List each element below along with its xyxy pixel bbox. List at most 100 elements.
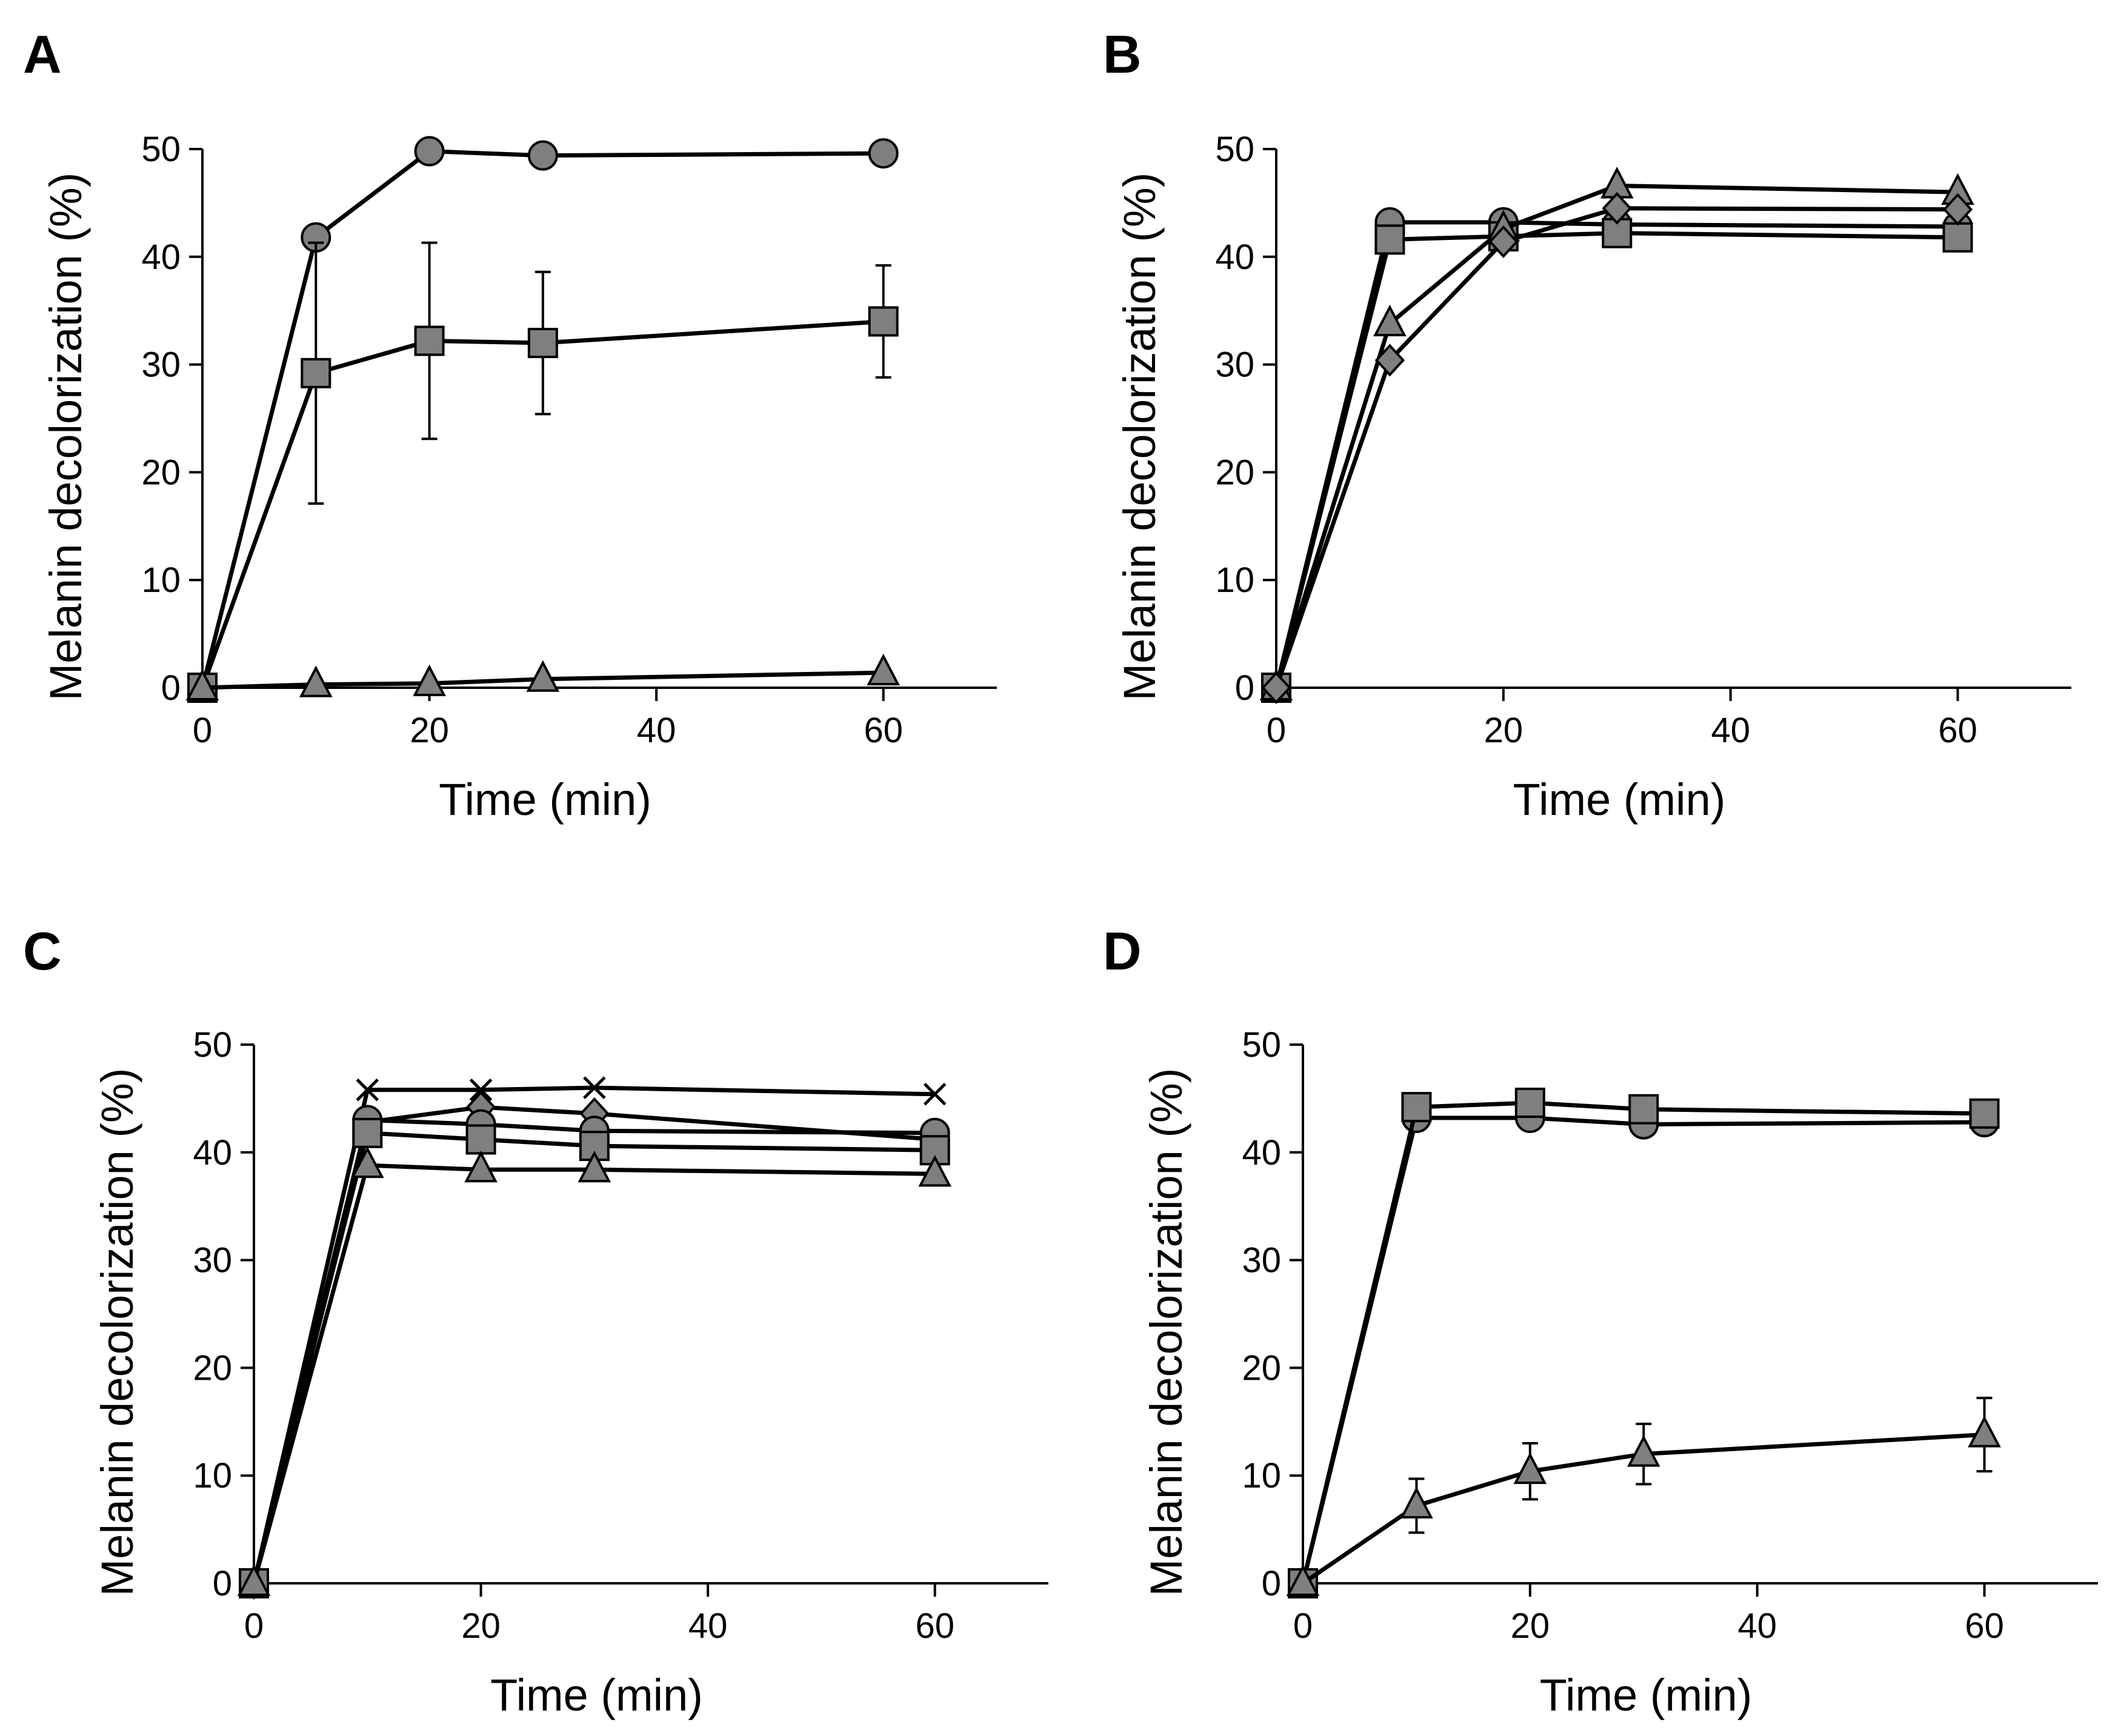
data-point-diamond (1942, 193, 1973, 226)
series-triangle (185, 653, 901, 700)
y-tick-label: 30 (1242, 1241, 1281, 1280)
series-square (187, 241, 899, 703)
y-tick-label: 50 (141, 130, 181, 169)
data-point-triangle (578, 1150, 611, 1183)
y-tick-label: 40 (193, 1133, 232, 1172)
series-circle (1261, 207, 1973, 703)
y-tick-label: 0 (1262, 1564, 1281, 1603)
y-tick-label: 20 (141, 453, 181, 492)
x-tick-label: 60 (915, 1606, 954, 1646)
x-tick-label: 20 (1484, 711, 1523, 750)
x-tick-label: 40 (1711, 711, 1750, 750)
data-point-cross (356, 1078, 379, 1102)
y-tick-label: 40 (1242, 1133, 1281, 1172)
data-point-square (579, 1131, 610, 1162)
data-point-triangle (1400, 1486, 1433, 1518)
series-line (1274, 231, 1958, 688)
x-tick-label: 60 (1965, 1606, 2004, 1646)
data-point-triangle (867, 653, 901, 686)
y-tick-label: 50 (1215, 130, 1254, 169)
x-tick-label: 0 (1293, 1606, 1313, 1646)
y-axis-title: Melanin decolorization (%) (1141, 1068, 1191, 1597)
y-axis-title: Melanin decolorization (%) (1114, 173, 1165, 701)
x-axis-title: Time (min) (1513, 774, 1726, 825)
chart-panel-c: C 0 10 20 30 40 50 0 20 40 60 Time (min) Melanin dec… (23, 921, 1048, 1720)
data-point-square (414, 325, 445, 356)
data-point-diamond (1488, 225, 1519, 258)
panel-letter: B (1103, 24, 1142, 84)
x-tick-label: 0 (193, 711, 212, 750)
data-point-triangle (237, 1564, 271, 1596)
data-point-cross (469, 1078, 493, 1102)
data-point-circle (414, 136, 445, 167)
data-point-square (1942, 222, 1973, 253)
y-axis-title: Melanin decolorization (%) (41, 173, 91, 701)
y-tick-label: 30 (193, 1241, 232, 1280)
y-tick-label: 10 (1242, 1456, 1281, 1495)
data-point-triangle (350, 1146, 384, 1179)
x-axis-title: Time (min) (490, 1670, 703, 1720)
data-point-triangle (1286, 1564, 1320, 1596)
y-tick-label: 0 (161, 668, 181, 708)
x-tick-label: 60 (1938, 711, 1977, 750)
series-triangle (237, 1146, 952, 1596)
y-tick-label: 20 (1215, 453, 1254, 492)
data-point-cross (923, 1083, 947, 1106)
y-tick-label: 50 (193, 1025, 232, 1065)
y-tick-label: 10 (1215, 560, 1254, 600)
data-point-diamond (1374, 344, 1405, 377)
x-tick-label: 40 (1737, 1606, 1777, 1646)
series-line (251, 1117, 935, 1584)
data-point-circle (527, 140, 558, 171)
data-point-triangle (299, 665, 333, 697)
x-tick-label: 20 (410, 711, 449, 750)
y-tick-label: 20 (1242, 1348, 1281, 1388)
x-tick-label: 0 (244, 1606, 264, 1646)
chart-panel-d: D 0 10 20 30 40 50 0 20 40 60 Time (min) Melanin dec… (1103, 921, 2098, 1720)
y-tick-label: 50 (1242, 1025, 1281, 1065)
series-diamond (1261, 191, 1973, 704)
y-tick-label: 0 (1235, 668, 1254, 708)
data-point-triangle (1627, 1435, 1660, 1467)
data-point-square (1969, 1098, 2000, 1129)
x-tick-label: 40 (688, 1606, 728, 1646)
y-tick-label: 30 (1215, 345, 1254, 385)
data-point-square (1514, 1088, 1545, 1119)
panel-letter: D (1103, 921, 1142, 981)
series-triangle (1259, 167, 1974, 700)
y-tick-label: 30 (141, 345, 181, 385)
series-line (251, 1163, 935, 1584)
series-triangle (1286, 1397, 2001, 1596)
y-tick-label: 40 (141, 238, 181, 277)
x-tick-label: 40 (637, 711, 676, 750)
data-point-triangle (918, 1155, 952, 1187)
x-tick-label: 20 (1511, 1606, 1550, 1646)
chart-panel-a: A 0 10 20 30 40 50 0 20 40 60 Time (min) Melanin dec… (23, 24, 997, 825)
data-point-triangle (1513, 1452, 1547, 1485)
y-tick-label: 40 (1215, 238, 1254, 277)
x-axis-title: Time (min) (439, 774, 651, 825)
data-point-triangle (185, 668, 219, 700)
y-tick-label: 0 (213, 1564, 232, 1603)
data-point-triangle (1373, 304, 1407, 337)
panel-letter: A (23, 24, 62, 84)
x-tick-label: 60 (864, 711, 903, 750)
data-point-square (1374, 224, 1405, 255)
data-point-triangle (464, 1150, 498, 1183)
x-tick-label: 0 (1267, 711, 1286, 750)
x-tick-label: 20 (461, 1606, 501, 1646)
y-tick-label: 10 (141, 560, 181, 600)
data-point-square (527, 328, 558, 359)
data-point-square (352, 1117, 383, 1148)
data-point-diamond (1261, 671, 1291, 704)
data-point-triangle (526, 660, 560, 692)
series-circle (187, 136, 899, 703)
y-tick-label: 20 (193, 1348, 232, 1388)
data-point-cross (583, 1076, 606, 1099)
y-tick-label: 10 (193, 1456, 232, 1495)
data-point-square (1401, 1092, 1432, 1123)
x-axis-title: Time (min) (1540, 1670, 1753, 1720)
data-point-triangle (1968, 1415, 2001, 1448)
data-point-square (1628, 1094, 1659, 1125)
